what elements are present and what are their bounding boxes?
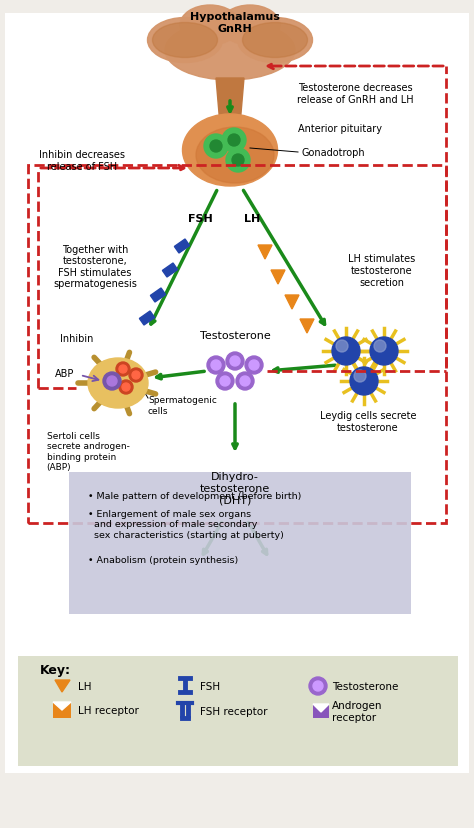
Text: Together with
testosterone,
FSH stimulates
spermatogenesis: Together with testosterone, FSH stimulat… — [53, 244, 137, 289]
Circle shape — [350, 368, 378, 396]
Polygon shape — [258, 246, 272, 260]
Circle shape — [226, 353, 244, 371]
Circle shape — [313, 681, 323, 691]
Circle shape — [211, 360, 221, 371]
Circle shape — [132, 372, 140, 379]
Ellipse shape — [237, 18, 312, 64]
Ellipse shape — [180, 6, 240, 46]
Circle shape — [204, 135, 228, 159]
Circle shape — [354, 371, 366, 383]
Polygon shape — [313, 704, 329, 712]
Text: • Enlargement of male sex organs
  and expression of male secondary
  sex charac: • Enlargement of male sex organs and exp… — [88, 509, 284, 539]
Polygon shape — [216, 79, 244, 126]
Text: FSH: FSH — [188, 214, 212, 224]
Text: Anterior pituitary: Anterior pituitary — [298, 124, 382, 134]
FancyBboxPatch shape — [69, 473, 411, 614]
Ellipse shape — [165, 21, 295, 81]
Polygon shape — [150, 289, 165, 303]
Text: LH receptor: LH receptor — [78, 705, 139, 715]
FancyBboxPatch shape — [5, 14, 469, 773]
Polygon shape — [55, 680, 70, 692]
FancyBboxPatch shape — [18, 657, 458, 766]
Text: FSH receptor: FSH receptor — [200, 706, 267, 716]
Circle shape — [122, 383, 130, 392]
Text: • Male pattern of development (before birth): • Male pattern of development (before bi… — [88, 491, 301, 500]
Text: Gonadotroph: Gonadotroph — [302, 148, 365, 158]
Circle shape — [210, 141, 222, 153]
Text: Spermatogenic
cells: Spermatogenic cells — [148, 396, 217, 415]
Text: FSH: FSH — [200, 681, 220, 691]
Text: Inhibin decreases
release of FSH: Inhibin decreases release of FSH — [39, 150, 125, 171]
Circle shape — [336, 340, 348, 353]
Text: Inhibin: Inhibin — [60, 334, 93, 344]
Text: Androgen
receptor: Androgen receptor — [332, 700, 383, 722]
Polygon shape — [285, 296, 299, 310]
Ellipse shape — [196, 128, 274, 184]
Polygon shape — [300, 320, 314, 334]
Circle shape — [370, 338, 398, 365]
Circle shape — [116, 363, 130, 377]
Circle shape — [309, 677, 327, 696]
Text: Dihydro-
testosterone
(DHT): Dihydro- testosterone (DHT) — [200, 472, 270, 505]
Text: Leydig cells secrete
testosterone: Leydig cells secrete testosterone — [320, 411, 416, 432]
Ellipse shape — [88, 359, 148, 408]
Text: Key:: Key: — [40, 664, 71, 676]
Circle shape — [245, 357, 263, 374]
FancyBboxPatch shape — [53, 702, 71, 718]
Circle shape — [207, 357, 225, 374]
Text: LH stimulates
testosterone
secretion: LH stimulates testosterone secretion — [348, 254, 416, 287]
Circle shape — [232, 155, 244, 166]
Ellipse shape — [153, 23, 218, 59]
Ellipse shape — [243, 23, 308, 59]
Circle shape — [249, 360, 259, 371]
Polygon shape — [139, 311, 155, 325]
Polygon shape — [271, 271, 285, 285]
Text: Sertoli cells
secrete androgen-
binding protein
(ABP): Sertoli cells secrete androgen- binding … — [46, 431, 129, 471]
Polygon shape — [174, 239, 190, 253]
Circle shape — [222, 129, 246, 153]
Circle shape — [129, 368, 143, 383]
Text: Hypothalamus
GnRH: Hypothalamus GnRH — [190, 12, 280, 34]
Text: ABP: ABP — [55, 368, 74, 378]
Circle shape — [103, 373, 121, 391]
Circle shape — [216, 373, 234, 391]
Text: • Anabolism (protein synthesis): • Anabolism (protein synthesis) — [88, 556, 238, 565]
Ellipse shape — [147, 18, 222, 64]
Circle shape — [332, 338, 360, 365]
Polygon shape — [53, 702, 71, 710]
Circle shape — [236, 373, 254, 391]
Ellipse shape — [220, 6, 280, 46]
Circle shape — [226, 149, 250, 173]
Text: Testosterone: Testosterone — [332, 681, 398, 691]
Text: Testosterone decreases
release of GnRH and LH: Testosterone decreases release of GnRH a… — [297, 83, 413, 104]
Ellipse shape — [182, 115, 277, 187]
Circle shape — [228, 135, 240, 147]
Text: Testosterone: Testosterone — [200, 330, 270, 340]
Circle shape — [240, 377, 250, 387]
Circle shape — [220, 377, 230, 387]
Text: LH: LH — [244, 214, 260, 224]
Circle shape — [107, 377, 117, 387]
Polygon shape — [163, 263, 178, 277]
Circle shape — [374, 340, 386, 353]
Circle shape — [119, 381, 133, 394]
Circle shape — [119, 365, 127, 373]
Circle shape — [230, 357, 240, 367]
Text: LH: LH — [78, 681, 91, 691]
FancyBboxPatch shape — [313, 704, 329, 718]
